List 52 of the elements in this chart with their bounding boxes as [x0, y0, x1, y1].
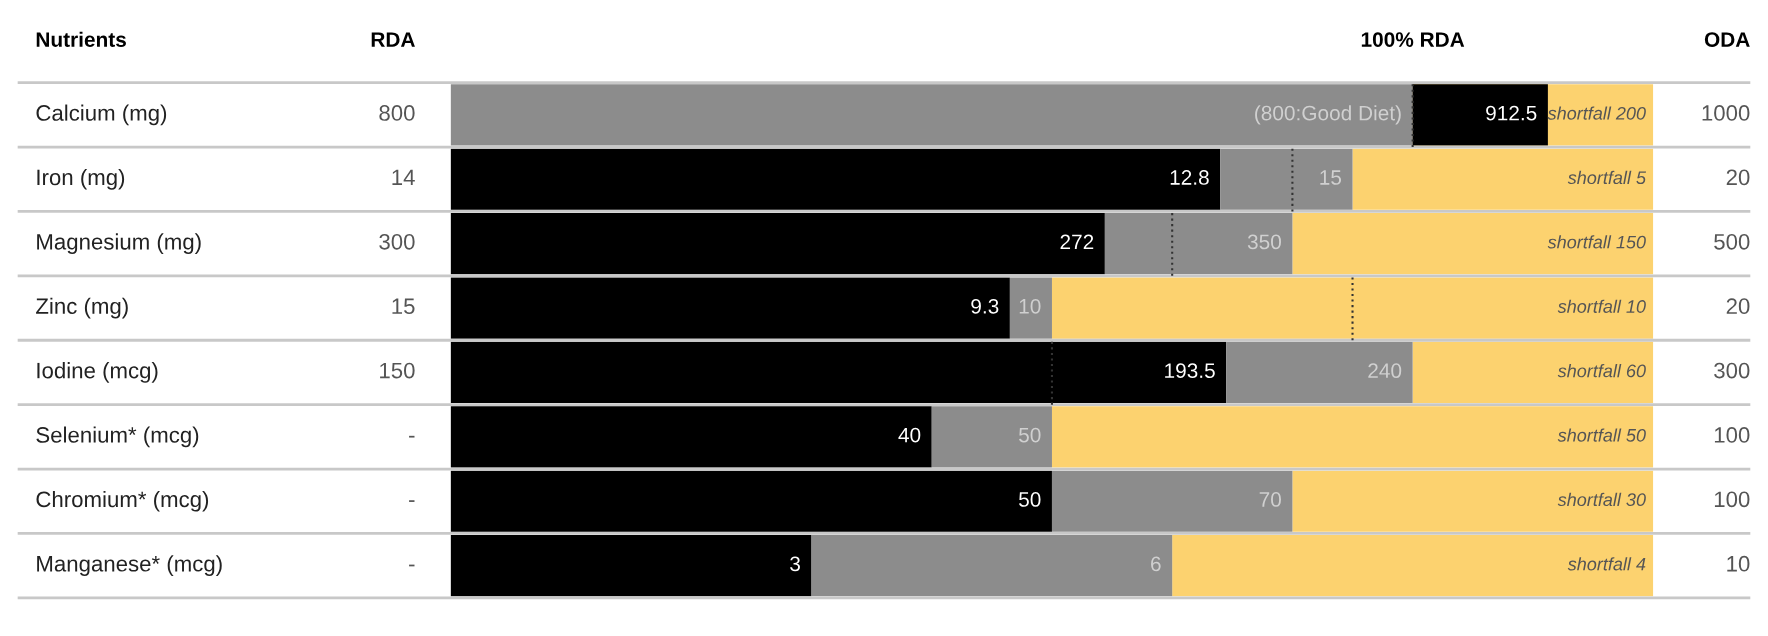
category-label: Iron (mg) [37, 168, 125, 190]
data-label: 300 [1714, 362, 1750, 379]
data-label: - [409, 500, 415, 502]
data-label: 10 [1727, 555, 1750, 572]
data-label: 150 [380, 362, 415, 379]
data-label: shortfall 4 [1567, 557, 1646, 571]
text: 100% RDA [1361, 32, 1465, 47]
text: Nutrients [36, 31, 126, 47]
data-label: shortfall 30 [1557, 492, 1646, 507]
data-label: 40 [898, 427, 921, 443]
data-label: 500 [1714, 233, 1750, 250]
data-label: 14 [392, 169, 415, 186]
category-label: Zinc (mg) [36, 297, 128, 319]
text: RDA [371, 32, 415, 47]
data-label: 800 [379, 105, 415, 121]
data-label: - [409, 435, 415, 438]
data-label: 12.8 [1170, 170, 1209, 185]
data-label: 15 [392, 298, 415, 315]
data-label: 193.5 [1165, 363, 1215, 379]
category-label: Selenium* (mcg) [36, 426, 199, 448]
data-label: 50 [1019, 427, 1041, 443]
data-label: 9.3 [971, 298, 999, 314]
data-label: 100 [1714, 491, 1750, 508]
data-label: 10 [1019, 298, 1041, 314]
data-label: 912.5 [1486, 105, 1537, 121]
data-label: 50 [1019, 492, 1041, 507]
data-label: 3 [790, 556, 800, 572]
data-label: 15 [1320, 170, 1342, 185]
text: ODA [1704, 32, 1750, 47]
data-label: 70 [1259, 492, 1281, 507]
category-label: Magnesium (mg) [37, 233, 201, 255]
data-label: (800:Good Diet) [1255, 105, 1401, 125]
data-label: 100 [1714, 427, 1750, 443]
category-label: Chromium* (mcg) [36, 490, 209, 512]
data-label: 240 [1368, 363, 1402, 379]
data-label: 20 [1726, 298, 1750, 315]
data-label: 272 [1060, 234, 1094, 250]
data-label: shortfall 10 [1557, 299, 1646, 313]
data-label: 1000 [1702, 105, 1750, 121]
data-label: shortfall 5 [1567, 170, 1647, 185]
category-label: Manganese* (mcg) [37, 555, 222, 576]
data-label: shortfall 60 [1557, 364, 1646, 378]
data-label: 350 [1247, 234, 1281, 250]
data-label: 6 [1151, 556, 1161, 572]
data-label: 300 [379, 233, 415, 250]
data-label: shortfall 200 [1547, 106, 1646, 120]
data-label: shortfall 150 [1547, 235, 1646, 249]
category-label: Iodine (mcg) [37, 362, 158, 383]
category-label: Calcium (mg) [36, 104, 167, 126]
data-label: shortfall 50 [1557, 428, 1646, 442]
data-label: 20 [1726, 169, 1750, 186]
data-label: - [409, 564, 415, 567]
